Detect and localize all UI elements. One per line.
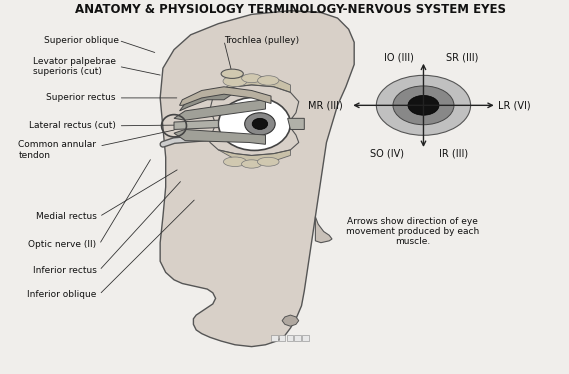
Ellipse shape (224, 157, 246, 166)
Polygon shape (180, 87, 271, 105)
Ellipse shape (257, 157, 279, 166)
Polygon shape (287, 335, 293, 341)
Ellipse shape (376, 75, 471, 135)
Polygon shape (271, 335, 278, 341)
Polygon shape (174, 100, 266, 120)
Polygon shape (294, 335, 301, 341)
Polygon shape (218, 76, 290, 92)
Text: Lateral rectus (cut): Lateral rectus (cut) (29, 121, 116, 130)
Polygon shape (288, 118, 304, 129)
Ellipse shape (252, 118, 267, 129)
Text: Optic nerve (II): Optic nerve (II) (28, 240, 96, 249)
Text: Inferior oblique: Inferior oblique (27, 290, 96, 299)
Ellipse shape (258, 76, 279, 85)
Text: Common annular
tendon: Common annular tendon (18, 140, 96, 160)
Ellipse shape (242, 74, 262, 83)
Polygon shape (218, 150, 290, 163)
Text: Trochlea (pulley): Trochlea (pulley) (224, 36, 299, 45)
Polygon shape (180, 89, 235, 111)
Text: Medial rectus: Medial rectus (35, 212, 96, 221)
Text: IR (III): IR (III) (439, 148, 468, 158)
Ellipse shape (245, 113, 275, 135)
Text: Superior oblique: Superior oblique (44, 36, 118, 45)
Polygon shape (282, 315, 299, 326)
Polygon shape (174, 120, 218, 129)
Text: LR (VI): LR (VI) (498, 100, 531, 110)
Polygon shape (160, 11, 354, 347)
Text: SR (III): SR (III) (446, 53, 479, 62)
Ellipse shape (393, 86, 454, 125)
Text: Inferior rectus: Inferior rectus (32, 266, 96, 275)
Text: Superior rectus: Superior rectus (46, 94, 116, 102)
Text: IO (III): IO (III) (384, 53, 414, 62)
Ellipse shape (221, 69, 244, 79)
Text: ANATOMY & PHYSIOLOGY TERMINOLOGY-NERVOUS SYSTEM EYES: ANATOMY & PHYSIOLOGY TERMINOLOGY-NERVOUS… (75, 3, 506, 16)
Text: Levator palpebrae
superioris (cut): Levator palpebrae superioris (cut) (33, 56, 116, 76)
Text: SO (IV): SO (IV) (370, 148, 405, 158)
Ellipse shape (223, 76, 247, 86)
Text: MR (III): MR (III) (308, 100, 343, 110)
Polygon shape (302, 335, 309, 341)
Polygon shape (174, 129, 266, 144)
Polygon shape (315, 217, 332, 243)
Polygon shape (279, 335, 286, 341)
Ellipse shape (408, 95, 439, 115)
Ellipse shape (241, 160, 262, 168)
Text: Arrows show direction of eye
movement produced by each
muscle.: Arrows show direction of eye movement pr… (346, 217, 479, 246)
Ellipse shape (218, 97, 290, 150)
